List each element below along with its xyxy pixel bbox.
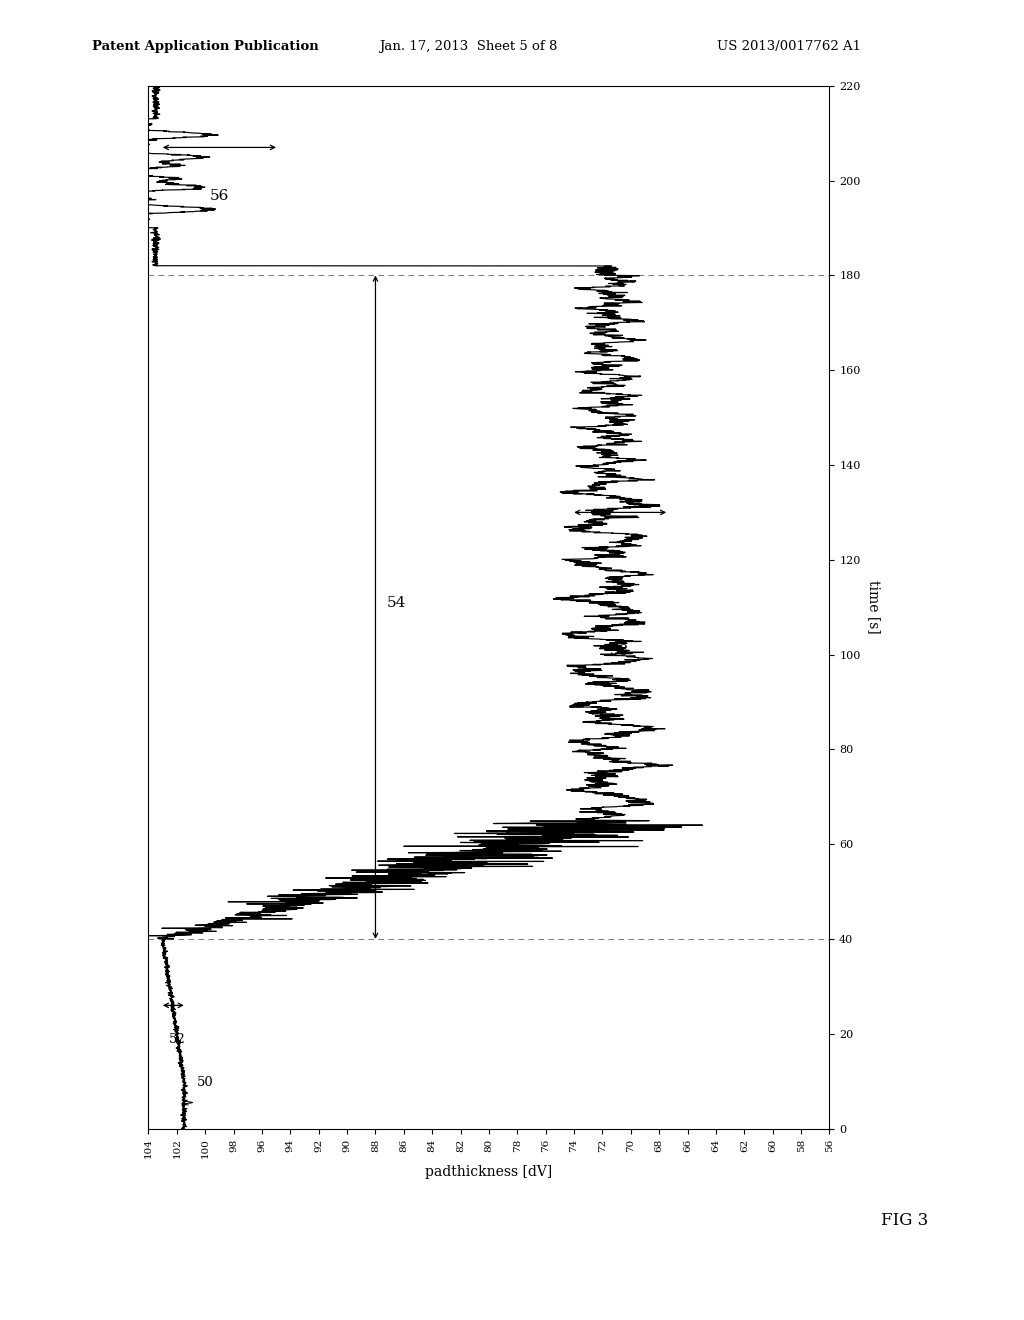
Y-axis label: time [s]: time [s] <box>867 581 882 634</box>
X-axis label: padthickness [dV]: padthickness [dV] <box>425 1166 553 1179</box>
Text: 58: 58 <box>610 644 629 657</box>
Text: 54: 54 <box>387 597 407 610</box>
Text: 52: 52 <box>169 1034 186 1047</box>
Text: Patent Application Publication: Patent Application Publication <box>92 40 318 53</box>
Text: Jan. 17, 2013  Sheet 5 of 8: Jan. 17, 2013 Sheet 5 of 8 <box>379 40 557 53</box>
Text: 50: 50 <box>197 1076 214 1089</box>
Text: FIG 3: FIG 3 <box>881 1212 928 1229</box>
Text: US 2013/0017762 A1: US 2013/0017762 A1 <box>717 40 861 53</box>
Text: 56: 56 <box>210 189 229 202</box>
